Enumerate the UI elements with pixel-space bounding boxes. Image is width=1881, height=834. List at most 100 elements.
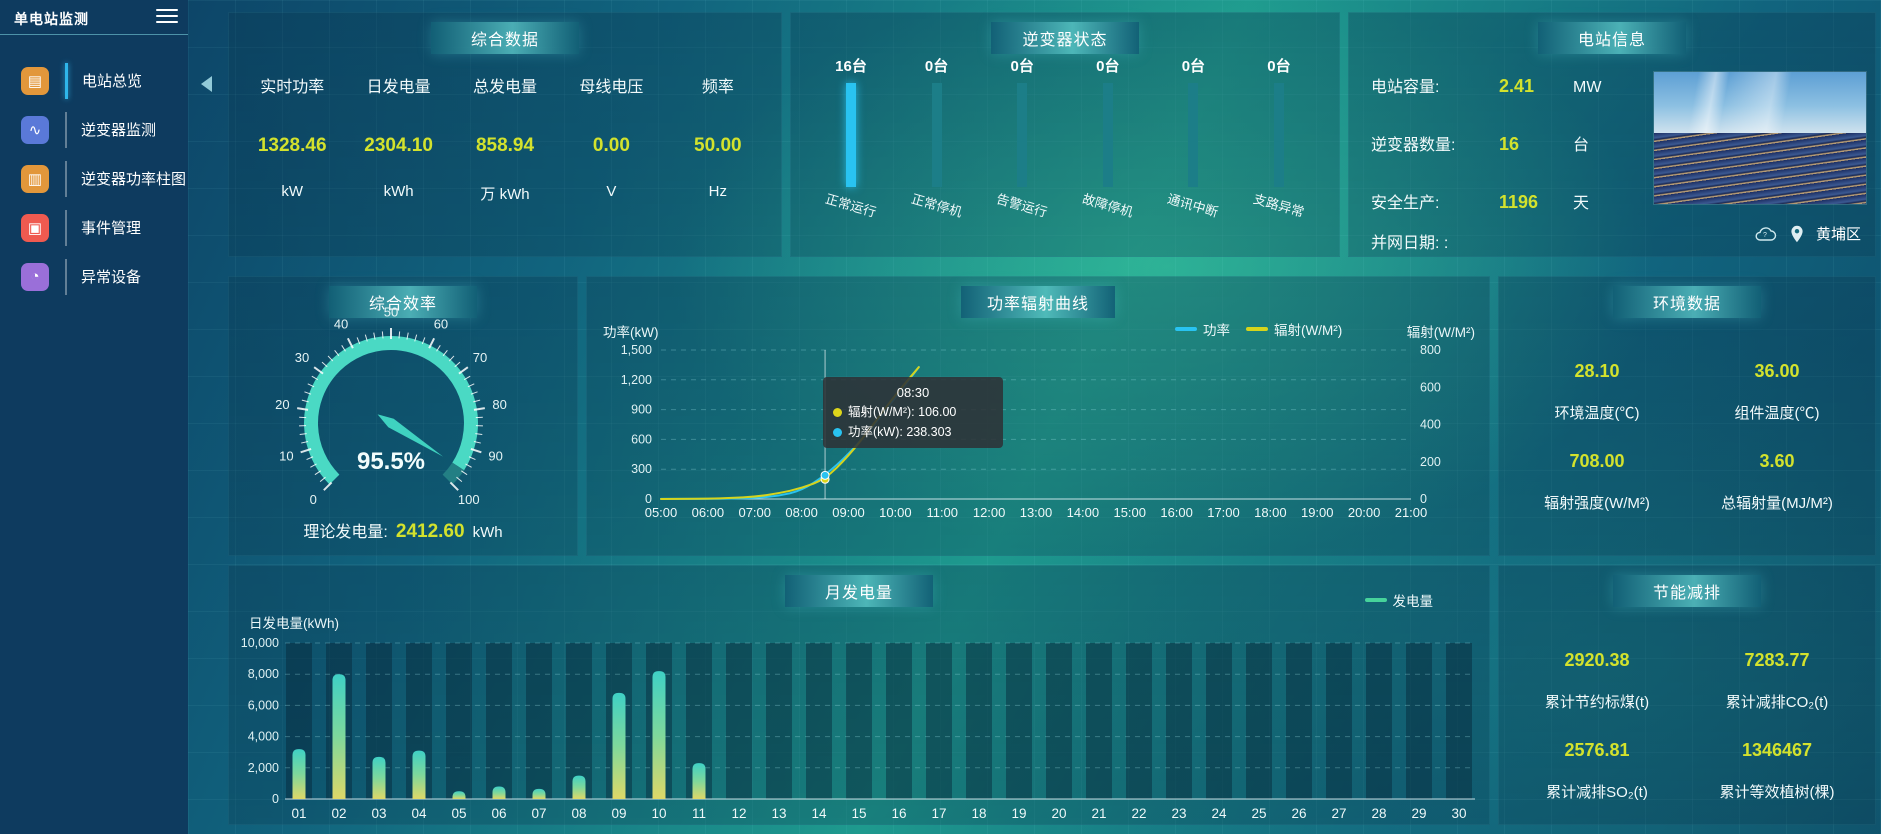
svg-text:30: 30 [1451, 806, 1466, 821]
theoretical-generation: 理论发电量: 2412.60 kWh [229, 518, 577, 543]
inverter-count: 16台 [835, 58, 867, 75]
station-info-row: 逆变器数量: 16 台 [1371, 131, 1663, 155]
svg-text:02: 02 [331, 806, 346, 821]
inverter-status-label: 支路异常 [1251, 191, 1306, 220]
metric-value: 3.60 [1759, 451, 1795, 471]
svg-text:18:00: 18:00 [1254, 505, 1287, 520]
svg-text:0: 0 [1420, 492, 1427, 506]
tooltip-entry: 功率(kW): 238.303 [833, 423, 993, 442]
gauge-svg: 0 10 20 30 40 50 60 70 80 90 100 95.5% [275, 304, 507, 507]
metric-unit: kWh [383, 183, 414, 200]
metric: 7283.77 累计减排CO₂(t) [1687, 628, 1867, 712]
inverter-status-label: 故障停机 [1080, 191, 1135, 220]
summary-metric: 日发电量 2304.10 kWh [345, 73, 451, 204]
metric-label: 母线电压 [579, 79, 644, 96]
legend-item[interactable]: 功率 [1175, 319, 1230, 339]
hamburger-menu-icon[interactable] [156, 9, 178, 25]
tooltip-time: 08:30 [896, 385, 930, 400]
metric-value: 858.94 [475, 135, 535, 156]
svg-text:24: 24 [1211, 806, 1227, 821]
panel-power-title: 功率辐射曲线 [960, 286, 1116, 318]
station-info-rows: 电站容量: 2.41 MW 逆变器数量: 16 台安全生产: 1196 天并网日期: : [1371, 63, 1663, 253]
sidebar-collapse-arrow-icon[interactable] [201, 76, 212, 92]
svg-text:11:00: 11:00 [926, 505, 958, 520]
panel-station-title: 电站信息 [1538, 22, 1686, 54]
inverter-count: 0台 [1267, 58, 1291, 75]
metric: 1346467 累计等效植树(棵) [1687, 718, 1867, 802]
row-unit: MW [1573, 79, 1602, 96]
svg-text:10,000: 10,000 [241, 636, 279, 650]
svg-text:06: 06 [491, 806, 506, 821]
district-label: 黄埔区 [1815, 226, 1861, 243]
sidebar-item-station-overview[interactable]: ▤ 电站总览 [0, 56, 188, 105]
svg-text:14:00: 14:00 [1067, 505, 1100, 520]
power-radiation-line-chart[interactable]: 0 300 600 900 1,200 1,500 0 200 400 600 800 05:00 06… [587, 277, 1489, 555]
metric: 36.00 组件温度(℃) [1687, 339, 1867, 423]
svg-text:09:00: 09:00 [832, 505, 865, 520]
row-value: 1196 [1499, 192, 1539, 212]
panel-savings-title: 节能减排 [1613, 575, 1761, 607]
metric-label: 实时功率 [260, 79, 325, 96]
efficiency-gauge-chart[interactable]: 0 10 20 30 40 50 60 70 80 90 100 95.5% [229, 277, 577, 555]
metric-value: 28.10 [1574, 361, 1620, 381]
legend-item[interactable]: 辐射(W/M²) [1246, 319, 1342, 339]
abnormal-devices-icon: ◔ [21, 262, 49, 291]
metric-label: 累计减排SO₂(t) [1546, 784, 1648, 801]
sidebar-item-label: 逆变器功率柱图 [81, 171, 187, 188]
svg-text:21: 21 [1091, 806, 1106, 821]
svg-text:01: 01 [291, 806, 306, 821]
metric-label: 累计减排CO₂(t) [1725, 694, 1829, 711]
summary-metric: 频率 50.00 Hz [665, 73, 771, 204]
svg-text:07:00: 07:00 [738, 505, 771, 520]
savings-metrics: 2920.38 累计节约标煤(t) 7283.77 累计减排CO₂(t) 2576.81… [1507, 628, 1867, 802]
tooltip-entry: 辐射(W/M²): 106.00 [833, 403, 993, 422]
monthly-generation-bar-chart[interactable]: 0 2,000 4,000 6,000 8,000 10,000 01 02 03 04 05 06 0… [229, 566, 1489, 824]
svg-text:600: 600 [1420, 380, 1441, 394]
monthly-legend[interactable]: 发电量 [1364, 590, 1433, 610]
svg-text:10: 10 [651, 806, 666, 821]
svg-text:17: 17 [931, 806, 946, 821]
theoretical-generation-unit: kWh [472, 524, 503, 541]
svg-text:70: 70 [473, 350, 487, 365]
svg-text:27: 27 [1331, 806, 1346, 821]
svg-text:400: 400 [1420, 418, 1441, 432]
sidebar-item-abnormal-devices[interactable]: ◔ 异常设备 [0, 252, 188, 301]
tooltip-series-dot [833, 427, 842, 437]
active-indicator [65, 258, 67, 295]
svg-text:20: 20 [275, 397, 289, 412]
location-pin-icon [1791, 225, 1803, 242]
svg-text:06:00: 06:00 [692, 505, 725, 520]
inverter-status-item: 0台 告警运行 [984, 55, 1060, 220]
svg-text:14: 14 [811, 806, 827, 821]
generation-legend-mark [1364, 598, 1387, 602]
svg-text:0: 0 [645, 492, 652, 506]
row-value: 2.41 [1499, 76, 1535, 96]
theoretical-generation-label: 理论发电量: [303, 524, 388, 541]
environment-metrics: 28.10 环境温度(℃) 36.00 组件温度(℃) 708.00 辐射强度(W/M²)… [1507, 339, 1867, 513]
metric-value: 2920.38 [1564, 650, 1630, 670]
sidebar-item-inverter-monitor[interactable]: ∿ 逆变器监测 [0, 105, 188, 154]
metric: 2920.38 累计节约标煤(t) [1507, 628, 1687, 712]
theoretical-generation-value: 2412.60 [395, 521, 465, 542]
svg-text:4,000: 4,000 [248, 730, 279, 744]
svg-text:10: 10 [279, 448, 293, 463]
active-indicator [65, 111, 67, 148]
panel-efficiency: 综合效率 0 10 20 30 40 50 60 70 80 90 100 95.5% 理论发电量: … [228, 276, 578, 556]
sidebar-item-label: 异常设备 [81, 269, 142, 286]
sidebar-item-event-management[interactable]: ▣ 事件管理 [0, 203, 188, 252]
station-info-row: 电站容量: 2.41 MW [1371, 73, 1663, 97]
summary-metrics: 实时功率 1328.46 kW 日发电量 2304.10 kWh 总发电量 858.94 万 k… [239, 73, 771, 204]
svg-text:11: 11 [692, 806, 706, 821]
metric: 2576.81 累计减排SO₂(t) [1507, 718, 1687, 802]
svg-text:08: 08 [571, 806, 586, 821]
svg-text:1,200: 1,200 [621, 373, 652, 387]
sidebar-item-inverter-power-bars[interactable]: ▥ 逆变器功率柱图 [0, 154, 188, 203]
sidebar-divider [0, 34, 188, 35]
svg-text:80: 80 [492, 397, 506, 412]
svg-text:03: 03 [371, 806, 386, 821]
panel-station-info: 电站信息 电站容量: 2.41 MW 逆变器数量: 16 台安全生产: 1196 天并网日期:… [1348, 12, 1876, 257]
photo-solar-panels [1654, 132, 1866, 204]
svg-text:21:00: 21:00 [1395, 505, 1428, 520]
svg-text:?: ? [1763, 232, 1767, 239]
row-unit: 台 [1573, 137, 1590, 154]
